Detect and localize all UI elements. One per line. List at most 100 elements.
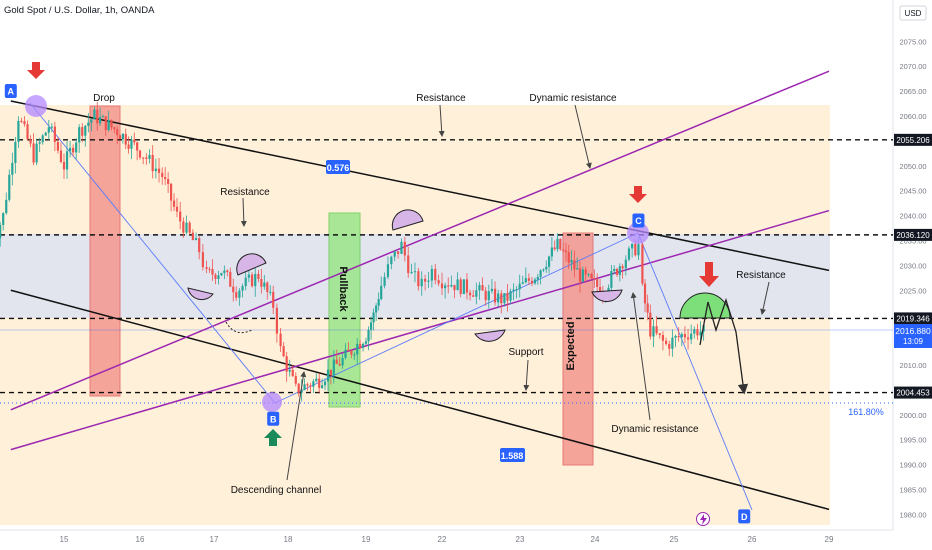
down-arrow-icon (629, 186, 647, 203)
candle-body (578, 268, 582, 282)
candle-body (686, 337, 690, 340)
candle-body (194, 238, 198, 241)
drop-box (89, 105, 121, 397)
candle-body (205, 267, 208, 269)
candle-body (113, 127, 116, 130)
y-tick-label: 2035.00 (899, 236, 926, 245)
candle-body (562, 249, 565, 251)
candle-body (690, 333, 693, 340)
lightning-icon (700, 514, 707, 525)
candle-body (613, 268, 616, 272)
point-label: A (8, 87, 15, 97)
candle-body (50, 126, 53, 128)
candle-body (90, 119, 93, 123)
candle-body (75, 142, 78, 153)
candle-body (2, 213, 5, 225)
candles (0, 101, 705, 402)
candle-body (643, 283, 647, 304)
point-c-circle (627, 222, 649, 244)
candle-body (41, 135, 44, 143)
candle-body (512, 289, 515, 292)
candle-body (232, 286, 235, 293)
y-tick-label: 2040.00 (899, 212, 926, 221)
candle-body (11, 162, 14, 175)
candle-body (244, 277, 247, 287)
annotation-pointer (630, 292, 651, 421)
candle-body (154, 168, 157, 172)
candle-body (185, 222, 188, 233)
annotation-support: Support (508, 347, 543, 358)
candle-body (539, 270, 542, 277)
dynamic-resistance-upper-line (10, 70, 830, 411)
annotation-expected: Expected (565, 322, 577, 371)
x-tick-label: 18 (284, 535, 293, 544)
candle-body (372, 312, 375, 323)
candle-body (297, 383, 300, 393)
candle-body (490, 288, 494, 292)
annotation-dynamic-resistance-top: Dynamic resistance (529, 93, 617, 104)
candle-body (472, 295, 475, 297)
candle-body (0, 224, 2, 239)
candle-body (188, 222, 191, 233)
candle-body (515, 289, 518, 291)
price-axis[interactable] (893, 0, 932, 550)
candle-body (475, 290, 478, 297)
candle-body (107, 120, 110, 131)
candle-body (175, 206, 179, 212)
annotation-pointer (240, 197, 247, 227)
candle-body (521, 282, 524, 284)
candle-body (167, 179, 170, 184)
y-tick-label: 2065.00 (899, 87, 926, 96)
candle-body (8, 174, 11, 200)
annotation-resistance-left: Resistance (220, 187, 270, 198)
y-tick-label: 2075.00 (899, 37, 926, 46)
candle-body (347, 349, 350, 351)
candle-body (674, 336, 677, 338)
candle-body (65, 151, 69, 170)
candle-body (300, 389, 303, 393)
candle-body (101, 116, 105, 118)
y-tick-label: 2010.00 (899, 361, 926, 370)
channel-lower-line (10, 289, 830, 511)
candle-body (468, 292, 472, 296)
candle-body (35, 143, 38, 163)
y-tick-label: 2060.00 (899, 112, 926, 121)
candle-body (618, 266, 621, 275)
candle-body (661, 335, 665, 341)
candle-body (62, 161, 66, 170)
candle-body (118, 135, 122, 140)
candle-body (223, 270, 226, 274)
level-tag-label: 2055.206 (896, 136, 930, 145)
candle-body (627, 248, 631, 260)
candle-body (559, 238, 562, 250)
candle-body (110, 120, 113, 128)
annotation-pullback: Pullback (337, 266, 349, 312)
candle-body (547, 256, 551, 267)
down-arrow-icon (699, 262, 719, 287)
candle-body (285, 356, 288, 372)
y-tick-label: 2050.00 (899, 162, 926, 171)
fib-ratio-1588: 1.588 (501, 451, 524, 461)
symbol-title: Gold Spot / U.S. Dollar, 1h, OANDA (4, 5, 155, 16)
candle-body (47, 127, 50, 133)
candle-body (649, 312, 652, 337)
candle-body (338, 363, 341, 366)
candle-body (518, 283, 521, 290)
channel-upper-line (10, 100, 830, 272)
point-badge (4, 84, 17, 98)
currency-button[interactable] (899, 5, 927, 21)
candle-body (315, 378, 318, 382)
touch-arc (591, 289, 623, 302)
candle-body (652, 326, 655, 337)
candle-body (668, 343, 671, 349)
candle-body (68, 147, 72, 152)
candle-body (369, 322, 373, 330)
candle-body (383, 277, 386, 286)
point-label: D (741, 512, 748, 522)
point-b-circle (262, 392, 282, 412)
candle-body (266, 282, 269, 292)
candle-body (556, 238, 559, 250)
candle-body (380, 285, 383, 300)
candle-body (148, 155, 151, 159)
